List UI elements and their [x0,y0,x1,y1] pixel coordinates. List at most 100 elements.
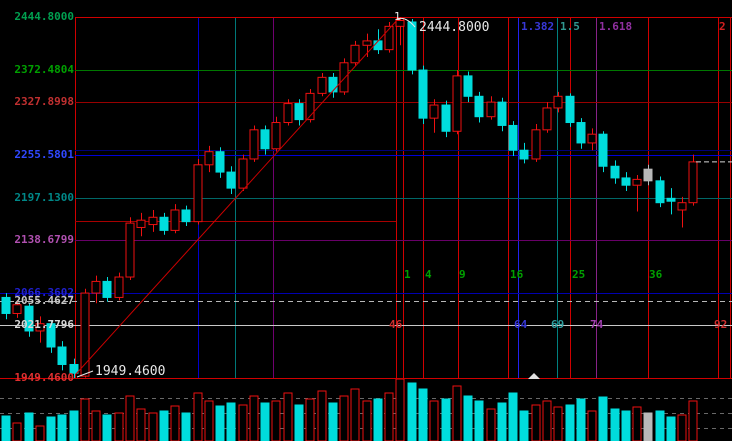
volume-bar [193,392,203,441]
volume-bar [497,402,507,441]
volume-bar [508,392,518,441]
candle [1,296,11,314]
candle [271,122,281,150]
volume-bar [328,402,338,441]
price-axis-label: 1949.4600 [14,371,74,384]
candle [688,161,698,204]
gann-count-label: 1 [404,268,411,281]
volume-bar [598,396,608,441]
volume-bar [271,400,281,441]
marker-triangle-icon [528,373,540,379]
price-axis-label: 2138.6799 [14,233,74,246]
candle [452,75,462,132]
volume-bar [441,398,451,441]
candle [170,209,180,231]
volume-bar [305,398,315,441]
peak-price-annotation: 2444.8000 [419,20,490,35]
candle [643,168,653,182]
volume-bar [632,406,642,441]
candle [114,276,124,298]
volume-bar [46,416,56,441]
candle [497,101,507,126]
candle [441,104,451,132]
volume-bar [565,404,575,441]
candle [407,21,417,71]
volume-bar [260,402,270,441]
price-axis-label: 2255.5801 [14,148,74,161]
volume-bar [114,412,124,441]
volume-bar [294,404,304,441]
low-price-annotation: 1949.4600 [95,364,166,379]
candle [125,222,135,278]
fib-ratio-label: 2 [719,20,726,33]
volume-bar [621,410,631,441]
gann-count-label: 46 [389,318,403,331]
volume-bar [519,410,529,441]
candle [283,103,293,124]
candle [655,180,665,204]
candle [260,129,270,150]
price-axis-label: 2021.7796 [14,318,74,331]
volume-bar [12,422,22,441]
volume-bar [136,408,146,441]
candle [317,76,327,94]
candle [57,346,67,365]
volume-bar [238,404,248,441]
volume-bar [283,392,293,441]
candle [350,44,360,64]
volume-bar [24,412,34,441]
candle [181,209,191,223]
gann-count-label: 74 [590,318,604,331]
volume-bar [69,410,79,441]
volume-bar [125,395,135,441]
candle [148,216,158,226]
candle [666,197,676,202]
volume-bar [35,425,45,441]
volume-bar [486,408,496,441]
volume-bar [474,400,484,441]
candle [531,129,541,160]
volume-bar [666,416,676,441]
volume-bar [587,410,597,441]
candle [305,92,315,121]
candle [632,178,642,186]
candle [384,25,394,51]
volume-bar [57,414,67,441]
volume-bar [429,400,439,441]
fib-ratio-label: 1.5 [560,20,580,33]
candle [69,363,79,374]
candle [463,75,473,97]
candle [159,216,169,231]
volume-bar [576,398,586,441]
volume-bar [102,414,112,441]
price-axis-label: 2444.8000 [14,10,74,23]
candle [102,280,112,298]
volume-bar [80,398,90,441]
volume-bar [643,412,653,441]
fib-ratio-label: 1.382 [521,20,555,33]
volume-bar [542,400,552,441]
peak-count-marker: 1 [394,10,401,23]
gann-count-label: 92 [714,318,728,331]
volume-bar [688,400,698,441]
candle [362,40,372,46]
gann-count-label: 4 [425,268,432,281]
trend-line [75,17,400,375]
candle [249,129,259,160]
volume-bar [373,398,383,441]
candle [621,177,631,186]
candle [587,133,597,144]
price-axis-label: 2197.1300 [14,191,74,204]
volume-bar [463,395,473,441]
volume-bar [204,400,214,441]
gann-count-label: 36 [649,268,663,281]
price-axis-label: 2055.4627 [14,294,74,307]
volume-bar [317,390,327,441]
volume-bar [610,408,620,441]
volume-bar [339,395,349,441]
volume-bar [384,392,394,441]
candle [339,62,349,93]
candle [519,149,529,160]
